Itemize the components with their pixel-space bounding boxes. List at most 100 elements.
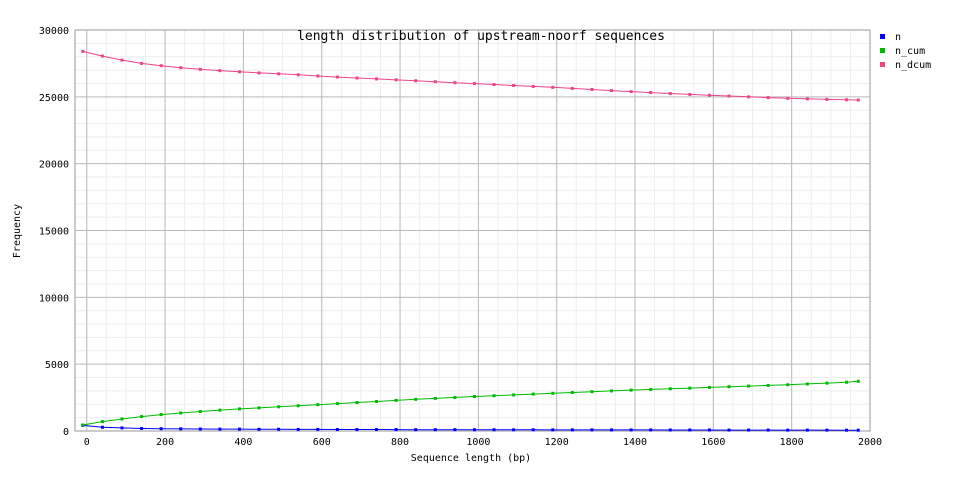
series-line-n_dcum (82, 50, 859, 101)
data-point-n_dcum (375, 77, 379, 81)
data-point-n (845, 428, 849, 432)
data-point-n_cum (277, 405, 281, 409)
data-point-n_dcum (198, 67, 202, 71)
legend-item-n_dcum: n_dcum (880, 60, 931, 71)
data-point-n_dcum (81, 49, 85, 53)
data-point-n_cum (81, 423, 85, 427)
data-point-n_cum (375, 399, 379, 403)
data-point-n_cum (355, 401, 359, 405)
data-point-n_cum (707, 385, 711, 389)
data-point-n_dcum (335, 75, 339, 79)
data-point-n_dcum (805, 97, 809, 101)
data-point-n (707, 428, 711, 432)
data-point-n_cum (727, 385, 731, 389)
data-point-n_dcum (727, 94, 731, 98)
data-point-n_dcum (512, 83, 516, 87)
data-point-n (649, 428, 653, 432)
legend-label-n_dcum: n_dcum (895, 60, 931, 71)
data-point-n_dcum (316, 74, 320, 78)
data-point-n_cum (237, 407, 241, 411)
x-tick-label: 1000 (466, 437, 490, 448)
y-tick-labels: 0 5000 10000 15000 20000 25000 30000 (39, 26, 69, 438)
data-point-n (629, 428, 633, 432)
data-point-n_dcum (590, 87, 594, 91)
data-point-n_cum (414, 397, 418, 401)
data-point-n (237, 427, 241, 431)
data-point-n_cum (159, 413, 163, 417)
data-point-n (856, 428, 860, 432)
data-point-n (551, 428, 555, 432)
series-n_dcum (81, 49, 860, 102)
data-point-n_dcum (257, 71, 261, 75)
data-point-n_dcum (649, 91, 653, 95)
x-tick-labels: 0 200 400 600 800 1000 1200 1400 1600 1800 2000 (84, 437, 882, 448)
data-point-n (140, 426, 144, 430)
series-line-n_cum (82, 380, 859, 426)
data-point-n (198, 427, 202, 431)
data-point-n (688, 428, 692, 432)
data-point-n (492, 428, 496, 432)
data-point-n_dcum (433, 80, 437, 84)
data-point-n_dcum (766, 96, 770, 100)
y-tick-label: 15000 (39, 227, 69, 238)
x-tick-label: 1200 (545, 437, 569, 448)
data-point-n (277, 427, 281, 431)
data-point-n (179, 427, 183, 431)
data-point-n_dcum (120, 58, 124, 62)
data-point-n (472, 428, 476, 432)
data-point-n_dcum (453, 81, 457, 85)
data-point-n_dcum (825, 97, 829, 101)
series-n_cum (81, 379, 860, 427)
data-point-n_cum (120, 417, 124, 421)
data-point-n (727, 428, 731, 432)
data-point-n_cum (531, 392, 535, 396)
y-axis-title: Frequency (12, 204, 23, 258)
data-point-n (786, 428, 790, 432)
data-point-n_dcum (668, 91, 672, 95)
data-point-n_cum (825, 381, 829, 385)
data-point-n (433, 428, 437, 432)
data-point-n (257, 427, 261, 431)
data-point-n_dcum (629, 90, 633, 94)
data-point-n_dcum (707, 93, 711, 97)
y-tick-label: 25000 (39, 93, 69, 104)
data-point-n_dcum (551, 85, 555, 89)
data-point-n_dcum (159, 64, 163, 68)
data-point-n_dcum (845, 98, 849, 102)
x-tick-label: 600 (313, 437, 331, 448)
data-point-n_cum (492, 394, 496, 398)
data-point-n (100, 425, 104, 429)
x-tick-label: 800 (391, 437, 409, 448)
x-tick-label: 200 (156, 437, 174, 448)
legend: n n_cum n_dcum (880, 32, 931, 71)
x-tick-label: 0 (84, 437, 90, 448)
data-point-n_cum (610, 389, 614, 393)
data-point-n_cum (629, 388, 633, 392)
data-point-n (590, 428, 594, 432)
legend-item-n: n (880, 32, 901, 43)
data-point-n (120, 426, 124, 430)
data-point-n_cum (453, 395, 457, 399)
data-point-n (747, 428, 751, 432)
data-point-n_dcum (394, 78, 398, 82)
data-point-n_cum (179, 411, 183, 415)
data-point-n (414, 428, 418, 432)
data-point-n (296, 427, 300, 431)
data-point-n_cum (856, 379, 860, 383)
legend-marker-n_cum (880, 48, 885, 53)
plot-frame (74, 29, 871, 432)
x-tick-label: 1600 (701, 437, 725, 448)
data-point-n_cum (570, 391, 574, 395)
data-point-n_cum (590, 390, 594, 394)
data-point-n (668, 428, 672, 432)
data-point-n_dcum (747, 95, 751, 99)
data-point-n_dcum (414, 79, 418, 83)
data-point-n_dcum (786, 96, 790, 100)
data-point-n_cum (472, 395, 476, 399)
data-point-n_cum (140, 415, 144, 419)
data-point-n (375, 428, 379, 432)
data-point-n_dcum (100, 54, 104, 58)
data-point-n (766, 428, 770, 432)
data-point-n_cum (257, 406, 261, 410)
data-point-n (512, 428, 516, 432)
